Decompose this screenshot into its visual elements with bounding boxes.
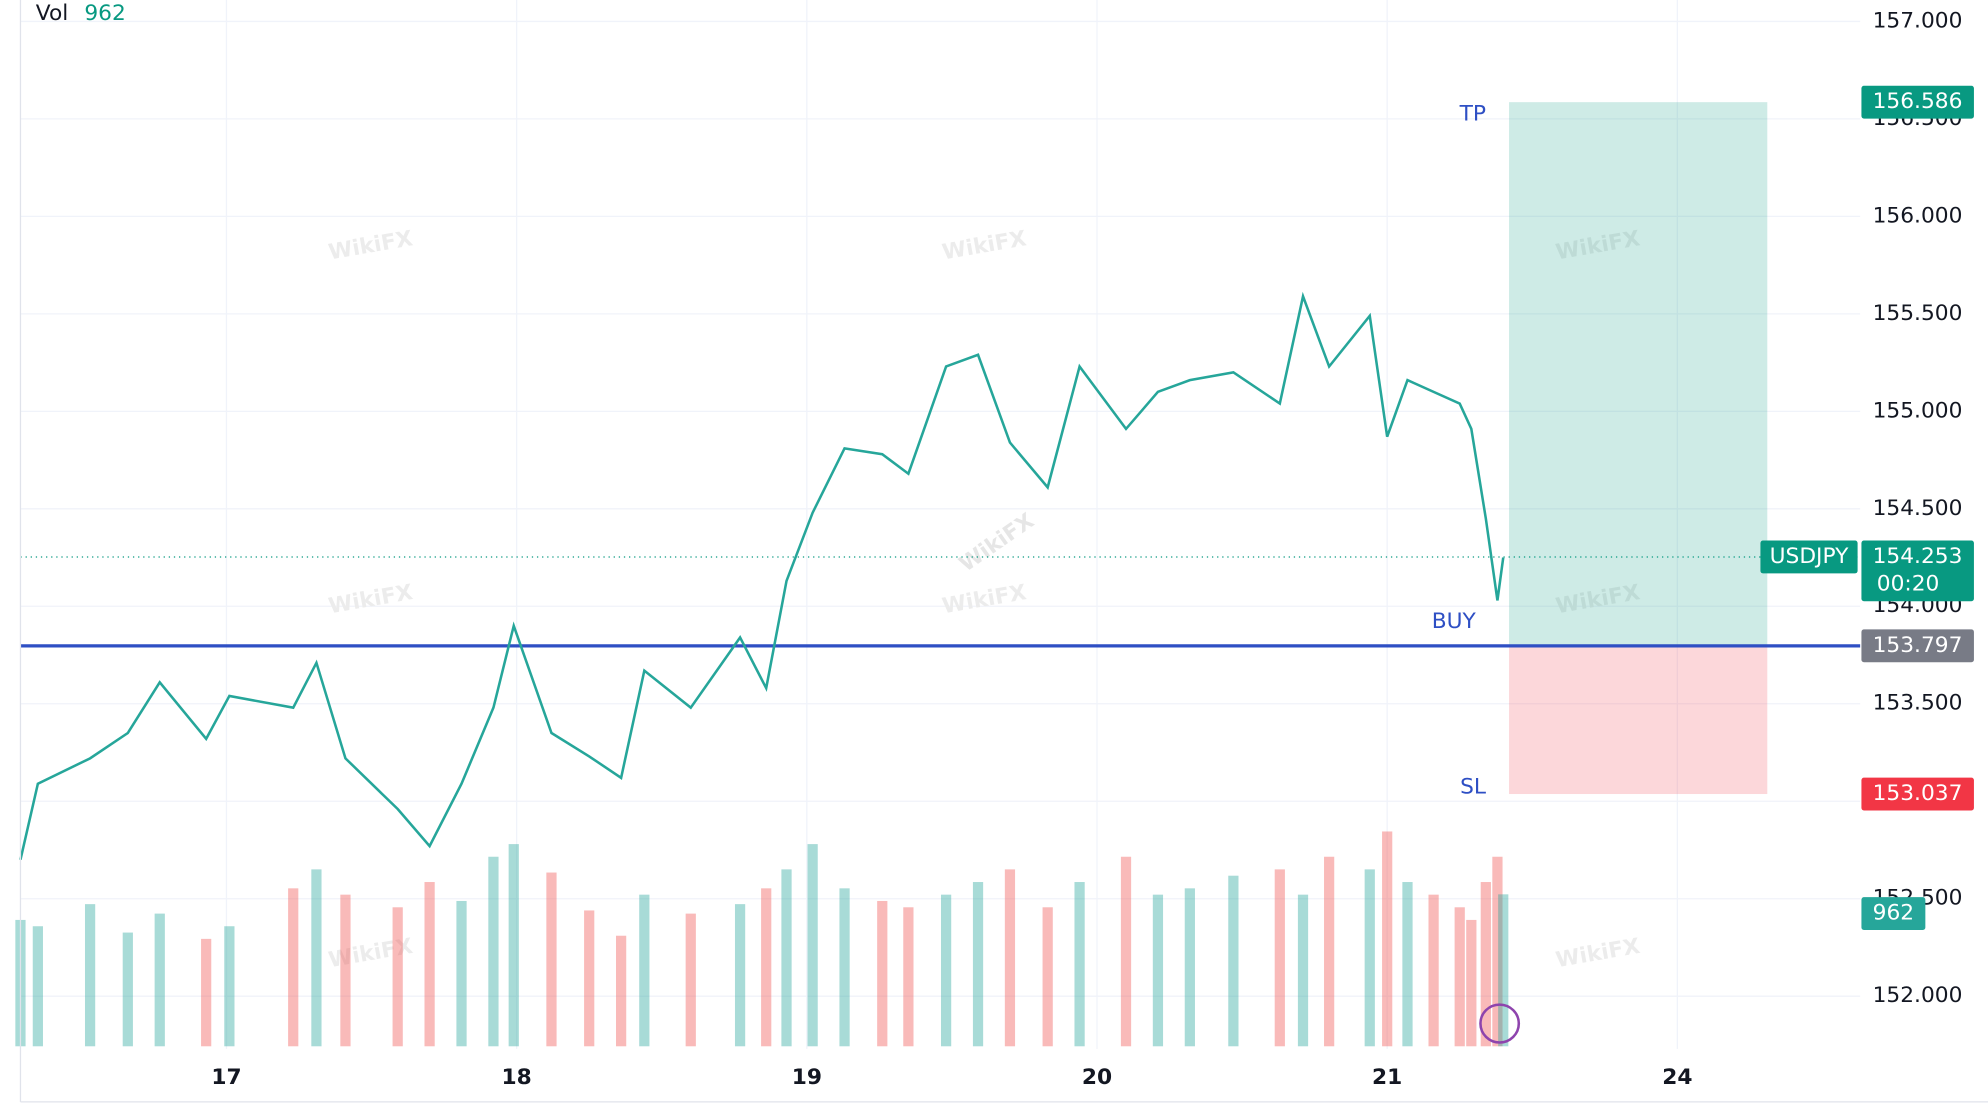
y-tick-label: 156.000 xyxy=(1873,203,1963,228)
volume-bar xyxy=(877,900,888,1047)
volume-bar xyxy=(761,888,772,1047)
volume-bar xyxy=(456,900,467,1047)
volume-bar xyxy=(639,894,650,1047)
volume-badge xyxy=(1861,897,1926,931)
volume-bar xyxy=(288,888,299,1047)
y-tick-label: 152.000 xyxy=(1873,983,1963,1008)
volume-bar xyxy=(839,888,850,1047)
volume-bar xyxy=(616,935,627,1047)
volume-bar xyxy=(1120,856,1132,1047)
volume-bar xyxy=(1498,894,1509,1047)
volume-bar xyxy=(424,882,435,1047)
volume-badge-value: 962 xyxy=(1873,901,1914,926)
symbol-badge xyxy=(1760,540,1858,574)
watermark: WikiFX xyxy=(1554,934,1642,973)
volume-bar xyxy=(1382,831,1393,1047)
volume-bar xyxy=(584,910,595,1047)
volume-bar xyxy=(903,907,914,1047)
x-tick-label: 24 xyxy=(1662,1065,1692,1090)
watermark: WikiFX xyxy=(940,226,1028,265)
volume-bar xyxy=(84,904,96,1047)
take-profit-zone xyxy=(1509,102,1768,646)
y-tick-label: 154.500 xyxy=(1873,496,1963,521)
last-price: 154.253 xyxy=(1873,544,1963,569)
volume-bar xyxy=(1184,888,1195,1047)
countdown: 00:20 xyxy=(1877,572,1940,597)
buy-label: BUY xyxy=(1432,609,1477,634)
stop-loss-zone xyxy=(1509,645,1768,795)
tp-label: TP xyxy=(1459,102,1486,127)
volume-bar xyxy=(1297,894,1309,1047)
watermark: WikiFX xyxy=(955,509,1039,578)
volume-bar xyxy=(781,869,792,1047)
volume-bar xyxy=(972,882,984,1047)
x-tick-label: 21 xyxy=(1372,1065,1402,1090)
tp-price: 156.586 xyxy=(1873,89,1963,114)
x-tick-label: 19 xyxy=(792,1065,822,1090)
volume-bar xyxy=(340,894,351,1047)
volume-bar xyxy=(1492,856,1503,1047)
volume-bar xyxy=(546,872,557,1047)
watermark: WikiFX xyxy=(327,580,415,619)
volume-bar xyxy=(122,932,133,1047)
volume-bar xyxy=(1428,894,1439,1047)
volume-bar xyxy=(1228,875,1239,1047)
price-line xyxy=(19,291,1505,860)
volume-bar xyxy=(1074,882,1085,1047)
volume-bar xyxy=(488,856,499,1047)
volume-bar xyxy=(1324,856,1335,1047)
volume-bar xyxy=(685,913,696,1047)
volume-label: Vol xyxy=(36,1,69,26)
volume-bar xyxy=(807,844,818,1047)
sl-price-badge xyxy=(1861,777,1974,811)
volume-bar xyxy=(1152,894,1164,1047)
y-tick-label: 157.000 xyxy=(1873,9,1963,34)
entry-price: 153.797 xyxy=(1873,633,1963,658)
volume-bar xyxy=(1466,919,1477,1047)
volume-bar xyxy=(508,844,519,1047)
volume-bar xyxy=(1042,907,1053,1047)
y-tick-label: 155.000 xyxy=(1873,398,1963,423)
sl-price: 153.037 xyxy=(1873,781,1963,806)
entry-price-badge xyxy=(1861,629,1974,663)
volume-bar xyxy=(734,904,746,1047)
y-tick-label: 155.500 xyxy=(1873,301,1963,326)
volume-bar xyxy=(154,913,165,1047)
watermark: WikiFX xyxy=(327,226,415,265)
volume-bar xyxy=(1454,907,1465,1047)
volume-bar xyxy=(1480,882,1491,1047)
volume-bar xyxy=(392,907,403,1047)
volume-bar xyxy=(1402,882,1413,1047)
watermark: WikiFX xyxy=(940,580,1028,619)
x-tick-label: 17 xyxy=(211,1065,241,1090)
alert-icon xyxy=(1479,1003,1521,1044)
volume-bar xyxy=(1274,869,1285,1047)
volume-last: 962 xyxy=(84,1,125,26)
x-tick-label: 18 xyxy=(502,1065,532,1090)
volume-bar xyxy=(940,894,952,1047)
sl-label: SL xyxy=(1460,775,1486,800)
last-price-badge xyxy=(1861,540,1974,602)
volume-bar xyxy=(224,926,235,1047)
volume-bar xyxy=(1364,869,1375,1047)
x-tick-label: 20 xyxy=(1082,1065,1112,1090)
volume-bar xyxy=(1004,869,1016,1047)
symbol: USDJPY xyxy=(1770,544,1850,569)
volume-bar xyxy=(32,926,43,1047)
volume-bar xyxy=(311,869,322,1047)
tp-price-badge xyxy=(1861,85,1974,119)
volume-bar xyxy=(201,938,212,1047)
y-tick-label: 153.500 xyxy=(1873,691,1963,716)
